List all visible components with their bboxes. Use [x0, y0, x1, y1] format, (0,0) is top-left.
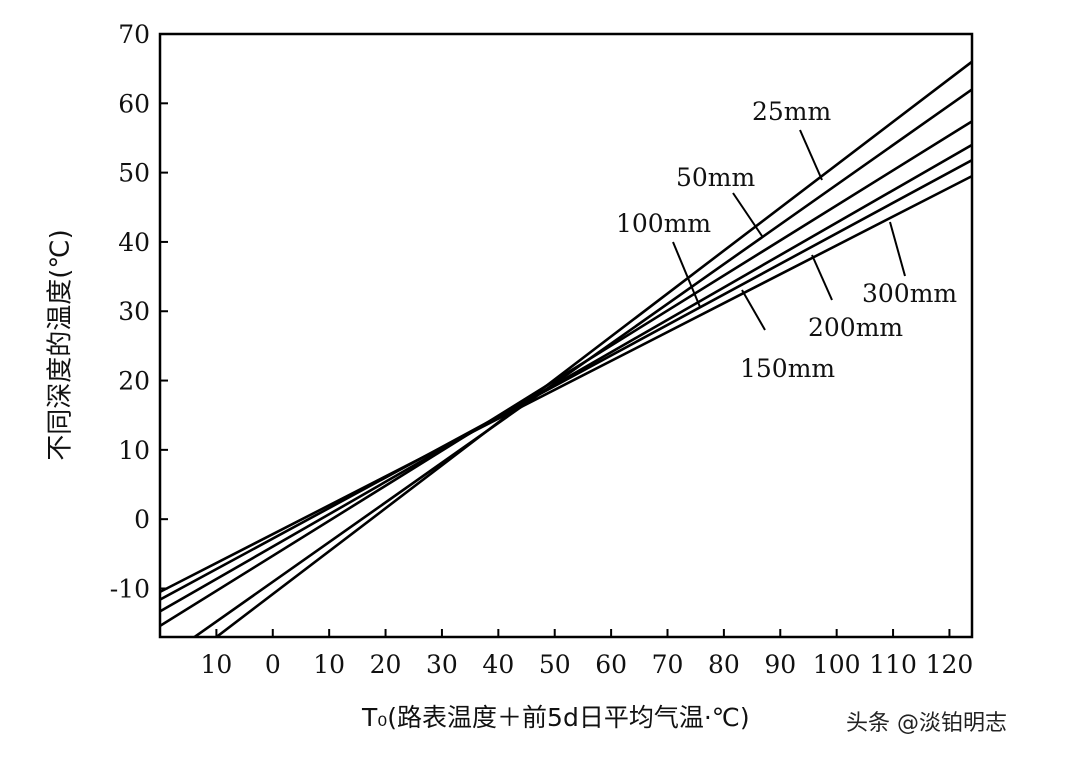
series-label-100mm: 100mm	[616, 209, 711, 238]
series-line-50mm	[192, 88, 972, 637]
series-label-25mm: 25mm	[752, 97, 832, 126]
series-label-150mm: 150mm	[740, 354, 835, 383]
leader-line-150mm	[741, 289, 766, 331]
x-tick-label: 10	[313, 650, 345, 679]
series-label-50mm: 50mm	[676, 163, 756, 192]
series-line-300mm	[160, 174, 972, 594]
x-tick-label: 110	[869, 650, 917, 679]
series-line-150mm	[160, 143, 972, 613]
watermark: 头条 @淡铂明志	[846, 711, 1007, 736]
series-line-100mm	[160, 120, 972, 628]
y-tick-label: 30	[118, 297, 150, 326]
leader-line-25mm	[799, 129, 823, 181]
series-label-200mm: 200mm	[808, 313, 903, 342]
x-axis-title: T₀(路表温度＋前5d日平均气温·℃)	[362, 703, 750, 732]
leader-line-300mm	[889, 221, 906, 277]
y-tick-label: -10	[110, 574, 150, 603]
y-tick-label: 60	[118, 89, 150, 118]
y-tick-label: 70	[118, 20, 150, 49]
x-tick-label: 120	[926, 650, 974, 679]
x-tick-label: 0	[265, 650, 281, 679]
y-tick-label: 20	[118, 367, 150, 396]
y-tick-label: 50	[118, 159, 150, 188]
leader-line-50mm	[732, 192, 763, 237]
leader-line-200mm	[811, 254, 833, 301]
x-tick-label: 80	[708, 650, 740, 679]
x-tick-label: 70	[652, 650, 684, 679]
x-tick-label: 50	[539, 650, 571, 679]
plot-frame	[158, 32, 974, 639]
x-tick-label: 40	[482, 650, 514, 679]
y-axis-title: 不同深度的温度(℃)	[45, 229, 76, 461]
x-tick-label: 100	[813, 650, 861, 679]
y-tick-label: 10	[118, 436, 150, 465]
x-tick-label: 10	[200, 650, 232, 679]
y-tick-label: 40	[118, 228, 150, 257]
x-tick-label: 20	[370, 650, 402, 679]
series-label-300mm: 300mm	[862, 279, 957, 308]
x-tick-label: 30	[426, 650, 458, 679]
x-tick-label: 90	[764, 650, 796, 679]
x-tick-label: 60	[595, 650, 627, 679]
leader-line-100mm	[672, 241, 701, 308]
series-line-25mm	[214, 60, 972, 637]
y-tick-label: 0	[134, 505, 150, 534]
series-line-200mm	[160, 158, 972, 601]
